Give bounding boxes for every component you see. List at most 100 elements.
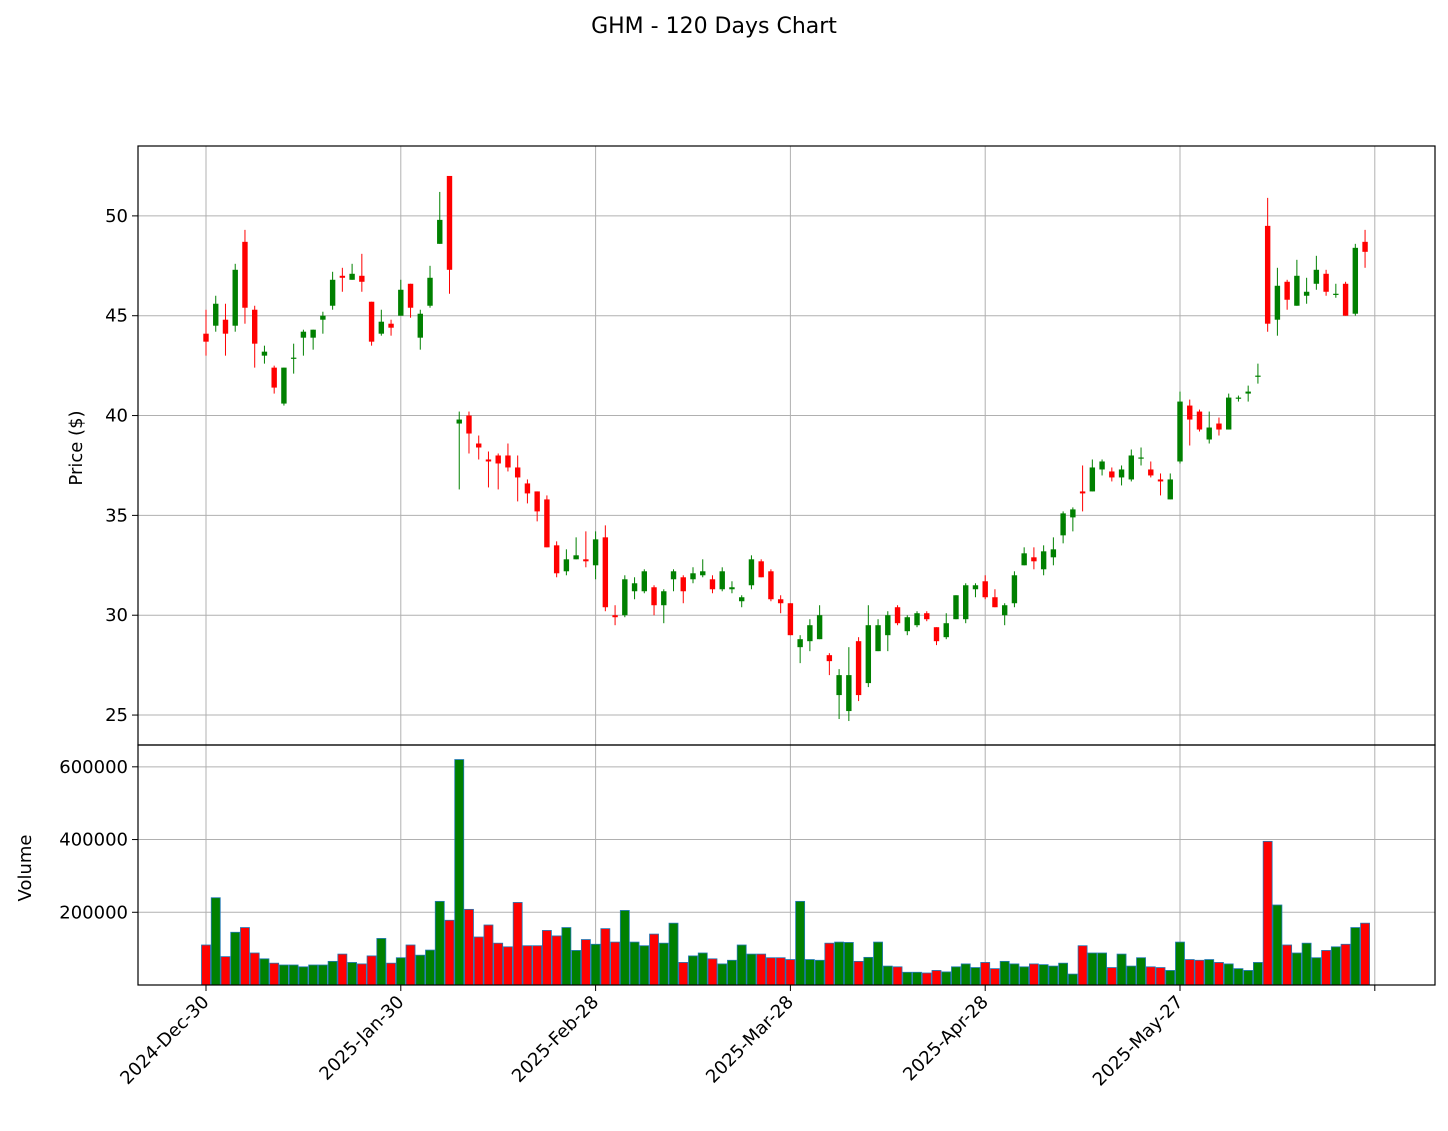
price-candles bbox=[203, 175, 1368, 722]
volume-bar bbox=[542, 930, 552, 986]
volume-bar bbox=[678, 962, 689, 986]
candle-body bbox=[992, 597, 998, 608]
candle-body bbox=[1187, 405, 1193, 420]
candle-body bbox=[1274, 285, 1281, 320]
volume-bar bbox=[1048, 965, 1059, 986]
candle-body bbox=[213, 303, 219, 326]
volume-bar bbox=[522, 945, 533, 986]
volume-bar bbox=[697, 952, 708, 986]
candle-body bbox=[1216, 423, 1222, 430]
volume-bar bbox=[1350, 927, 1361, 986]
volume-bar bbox=[425, 949, 435, 986]
price-axis-label: Price ($) bbox=[66, 410, 87, 485]
volume-bar bbox=[356, 963, 367, 986]
volume-bar bbox=[1262, 840, 1273, 986]
candle-body bbox=[855, 641, 862, 696]
candle-body bbox=[894, 607, 901, 624]
volume-bar bbox=[1194, 959, 1205, 986]
price-y-tick-label: 35 bbox=[105, 505, 128, 526]
volume-bar bbox=[395, 957, 406, 986]
volume-bar bbox=[688, 955, 698, 986]
volume-bar bbox=[1282, 944, 1293, 986]
candle-body bbox=[631, 583, 638, 592]
volume-bar bbox=[220, 956, 231, 986]
candle-body bbox=[1079, 491, 1086, 494]
volume-bar bbox=[775, 957, 786, 986]
price-y-tick-label: 50 bbox=[105, 206, 128, 227]
volume-bar bbox=[1038, 964, 1049, 986]
volume-bar bbox=[483, 924, 494, 986]
volume-bar bbox=[1019, 966, 1030, 986]
candle-body bbox=[320, 315, 326, 320]
candle-body bbox=[505, 455, 511, 468]
volume-bar bbox=[1155, 967, 1166, 986]
candle-body bbox=[1177, 401, 1183, 462]
volume-y-tick-label: 400000 bbox=[59, 830, 128, 851]
volume-bar bbox=[736, 944, 747, 986]
volume-bar bbox=[804, 959, 815, 986]
candle-body bbox=[846, 675, 852, 712]
volume-bar bbox=[561, 927, 572, 986]
candle-body bbox=[1235, 397, 1242, 399]
candle-body bbox=[290, 357, 297, 359]
x-tick-label: 2025-Jan-30 bbox=[315, 992, 408, 1085]
volume-bar bbox=[1330, 946, 1341, 986]
volume-bar bbox=[707, 958, 718, 986]
candle-body bbox=[427, 277, 433, 306]
volume-bar bbox=[590, 943, 601, 986]
volume-bar bbox=[649, 933, 659, 986]
candle-body bbox=[865, 625, 872, 684]
volume-bar bbox=[941, 971, 952, 986]
candle-body bbox=[1128, 455, 1134, 480]
candle-body bbox=[495, 455, 501, 464]
volume-bar bbox=[240, 927, 250, 986]
candle-body bbox=[222, 319, 229, 334]
candle-body bbox=[514, 467, 521, 478]
volume-bar bbox=[902, 971, 913, 986]
volume-bar bbox=[756, 953, 767, 986]
volume-bar bbox=[249, 952, 260, 986]
candle-body bbox=[1362, 241, 1368, 252]
candle-body bbox=[300, 331, 307, 338]
candle-body bbox=[719, 571, 725, 590]
volume-bar bbox=[1029, 963, 1039, 986]
candle-body bbox=[943, 623, 949, 638]
volume-bar bbox=[766, 957, 776, 986]
x-tick-label: 2025-Apr-28 bbox=[899, 992, 993, 1086]
volume-bar bbox=[571, 950, 582, 986]
volume-bar bbox=[269, 962, 280, 986]
price-y-tick-label: 40 bbox=[105, 406, 128, 427]
volume-bar bbox=[746, 953, 757, 986]
candle-body bbox=[1226, 397, 1232, 430]
volume-bar bbox=[1145, 966, 1156, 986]
candle-body bbox=[417, 313, 423, 338]
volume-bar bbox=[1301, 942, 1312, 986]
volume-panel-frame bbox=[137, 744, 1436, 986]
candle-body bbox=[1011, 575, 1018, 604]
candle-body bbox=[982, 581, 988, 598]
candle-body bbox=[398, 289, 404, 316]
volume-bar bbox=[473, 936, 484, 986]
candle-body bbox=[612, 615, 618, 618]
candle-body bbox=[768, 571, 774, 600]
volume-bar bbox=[1291, 952, 1302, 986]
candle-body bbox=[261, 351, 268, 356]
candle-body bbox=[690, 573, 696, 580]
volume-bar bbox=[863, 956, 874, 986]
candle-body bbox=[592, 539, 599, 566]
volume-bar bbox=[639, 945, 650, 986]
candle-body bbox=[524, 483, 531, 494]
x-tick-label: 2025-Feb-28 bbox=[508, 992, 603, 1087]
candle-body bbox=[476, 443, 482, 448]
candle-body bbox=[953, 595, 959, 620]
candle-body bbox=[1255, 375, 1261, 377]
candle-body bbox=[816, 615, 823, 640]
price-y-axis: 25 30 35 40 45 50 bbox=[105, 206, 138, 726]
candle-body bbox=[368, 301, 375, 342]
volume-bar bbox=[1321, 950, 1331, 986]
candle-body bbox=[739, 597, 745, 602]
volume-bar bbox=[1009, 963, 1020, 986]
volume-bar bbox=[327, 960, 338, 986]
volume-bar bbox=[386, 962, 396, 986]
volume-bar bbox=[1165, 970, 1176, 986]
